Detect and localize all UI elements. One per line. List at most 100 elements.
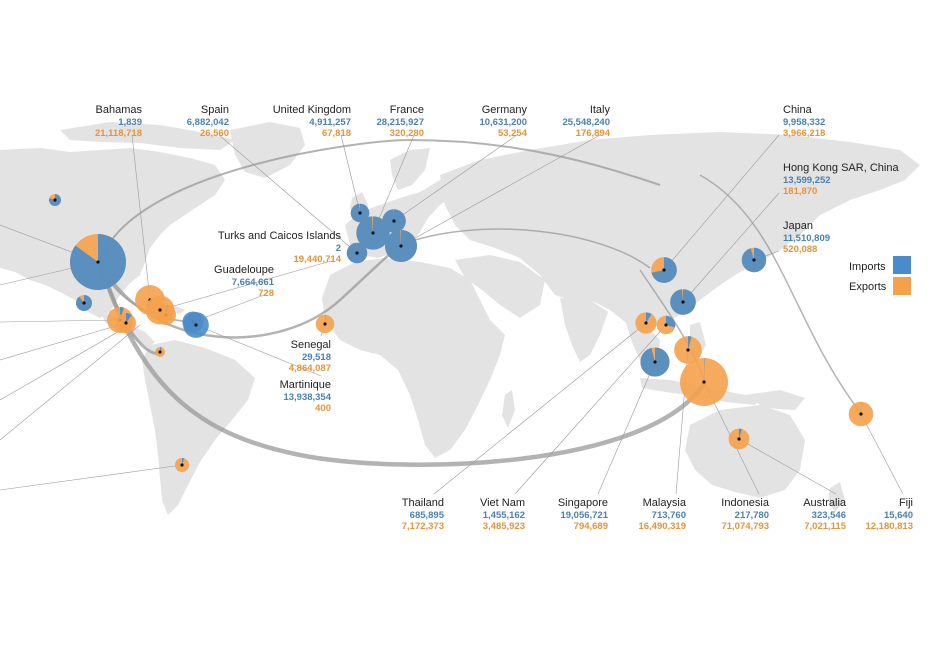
bubble-vietnam-imports-slice xyxy=(666,315,676,328)
land-south-america xyxy=(142,340,255,515)
bubble-singapore-center-dot xyxy=(653,360,657,364)
bubble-thailand xyxy=(635,312,657,334)
legend-exports-label: Exports xyxy=(849,281,887,293)
label-vietnam-name: Viet Nam xyxy=(480,497,525,509)
label-guadeloupe-name: Guadeloupe xyxy=(214,264,274,276)
label-turks-imports: 2 xyxy=(336,243,341,254)
legend-imports-label: Imports xyxy=(849,261,886,273)
bubble-indonesia xyxy=(680,358,728,406)
bubble-x-canada xyxy=(48,194,62,207)
bubble-hongkong xyxy=(670,289,696,315)
flow-europe-asia xyxy=(399,228,651,269)
label-japan-exports: 520,088 xyxy=(783,244,817,255)
bubble-australia xyxy=(728,428,750,450)
leader-line-france xyxy=(372,134,415,234)
bubble-uk xyxy=(350,203,370,223)
land-madagascar xyxy=(502,390,515,428)
label-bahamas-exports: 21,118,718 xyxy=(95,128,142,139)
label-vietnam-exports: 3,485,923 xyxy=(483,521,525,532)
label-martinique-name: Martinique xyxy=(280,379,331,391)
bubble-fiji xyxy=(848,401,874,427)
bubble-uk-center-dot xyxy=(358,211,362,215)
leader-line-spain xyxy=(218,134,358,254)
bubble-x-colombia xyxy=(155,347,165,357)
bubble-x-jamaica xyxy=(116,313,136,333)
bubble-x-jamaica-imports-slice xyxy=(126,313,132,323)
label-china-imports: 9,958,332 xyxy=(783,117,825,128)
label-fiji-name: Fiji xyxy=(899,497,913,509)
leader-line-germany xyxy=(393,134,518,222)
label-martinique-exports: 400 xyxy=(315,403,331,414)
land-asia xyxy=(440,132,920,330)
bubble-italy-center-dot xyxy=(399,244,403,248)
label-hongkong-exports: 181,870 xyxy=(783,186,817,197)
bubble-italy xyxy=(384,229,418,263)
bubble-singapore xyxy=(640,347,670,377)
label-china-name: China xyxy=(783,104,813,116)
land-new-zealand xyxy=(828,482,845,512)
leader-line-offscreen-3 xyxy=(0,322,127,361)
leader-line-turks xyxy=(159,260,332,311)
flow-europe-to-americas xyxy=(99,138,661,263)
label-uk-name: United Kingdom xyxy=(273,104,351,116)
label-malaysia-name: Malaysia xyxy=(643,497,687,509)
bubble-france xyxy=(356,216,390,250)
label-spain-exports: 26,560 xyxy=(200,128,229,139)
leader-line-offscreen-6 xyxy=(0,464,183,491)
bubble-vietnam-center-dot xyxy=(664,323,668,327)
label-spain-name: Spain xyxy=(201,104,229,116)
label-germany-name: Germany xyxy=(482,104,528,116)
bubble-x-usa xyxy=(70,234,126,291)
bubble-x-argentina-imports-slice xyxy=(182,458,185,465)
leader-line-offscreen-2 xyxy=(0,319,121,323)
label-senegal-imports: 29,518 xyxy=(302,352,331,363)
label-hongkong-imports: 13,599,252 xyxy=(783,175,831,186)
label-japan-name: Japan xyxy=(783,220,813,232)
label-turks-name: Turks and Caicos Islands xyxy=(218,230,342,242)
label-guadeloupe-imports: 7,664,661 xyxy=(232,277,275,288)
bubble-x-colombia-center-dot xyxy=(158,350,162,354)
label-france-name: France xyxy=(390,104,424,116)
bubble-martinique-center-dot xyxy=(194,323,198,327)
bubble-x-mexico xyxy=(76,295,92,311)
label-italy-imports: 25,548,240 xyxy=(562,117,610,128)
label-fiji-exports: 12,180,813 xyxy=(865,521,913,532)
label-singapore-imports: 19,056,721 xyxy=(560,510,608,521)
legend-imports-swatch xyxy=(893,256,911,274)
bubble-x-mexico-center-dot xyxy=(82,301,86,305)
label-uk-imports: 4,911,257 xyxy=(309,117,351,128)
label-senegal-name: Senegal xyxy=(291,339,331,351)
label-thailand-exports: 7,172,373 xyxy=(402,521,444,532)
label-thailand-imports: 685,895 xyxy=(410,510,445,521)
land-india xyxy=(560,298,608,362)
bubble-hongkong-center-dot xyxy=(681,300,685,304)
leader-line-bahamas xyxy=(131,134,151,301)
land-greenland xyxy=(230,122,305,178)
label-bahamas-name: Bahamas xyxy=(96,104,143,116)
land-middle-east xyxy=(455,255,545,318)
leader-line-uk xyxy=(340,134,361,214)
bubble-malaysia xyxy=(674,336,702,364)
bubble-x-argentina xyxy=(175,458,189,472)
bubble-thailand-imports-slice xyxy=(646,312,652,323)
bubble-fiji-center-dot xyxy=(859,412,863,416)
label-thailand-name: Thailand xyxy=(402,497,444,509)
leader-line-hongkong xyxy=(682,192,780,303)
leader-line-australia xyxy=(738,438,837,495)
label-malaysia-exports: 16,490,319 xyxy=(638,521,686,532)
label-spain-imports: 6,882,042 xyxy=(187,117,229,128)
label-indonesia-exports: 71,074,793 xyxy=(721,521,769,532)
bubble-x-argentina-center-dot xyxy=(180,463,184,467)
leader-line-singapore xyxy=(597,361,656,495)
bubble-malaysia-imports-slice xyxy=(688,336,692,350)
bubble-china xyxy=(651,257,677,283)
label-germany-imports: 10,631,200 xyxy=(479,117,527,128)
leader-line-offscreen-4 xyxy=(0,324,131,401)
label-japan-imports: 11,510,809 xyxy=(783,233,830,244)
leader-line-fiji xyxy=(860,413,904,495)
leader-line-thailand xyxy=(433,322,647,495)
bubble-thailand-center-dot xyxy=(644,321,648,325)
label-singapore-name: Singapore xyxy=(558,497,608,509)
legend-exports-swatch xyxy=(893,277,911,295)
